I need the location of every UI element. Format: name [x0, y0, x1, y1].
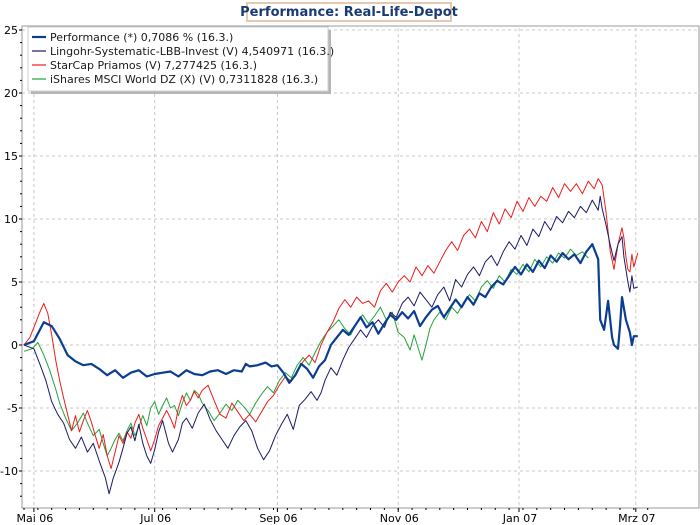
- chart-title: Performance: Real-Life-Depot: [240, 2, 458, 22]
- x-tick-label: Mrz 07: [618, 512, 655, 525]
- x-tick-label: Jan 07: [502, 512, 537, 525]
- grid-lines: [22, 28, 699, 508]
- series-line-1: [23, 243, 638, 384]
- y-tick-label: 25: [4, 24, 18, 37]
- series-line-4: [23, 248, 589, 457]
- y-tick-label: 20: [4, 87, 18, 100]
- series-line-2: [23, 195, 638, 495]
- legend-entry: iShares MSCI World DZ (X) (V) 0,7311828 …: [50, 73, 318, 86]
- legend-entry: Performance (*) 0,7086 % (16.3.): [50, 31, 233, 44]
- y-tick-label: 5: [11, 276, 18, 289]
- x-tick-label: Nov 06: [380, 512, 419, 525]
- y-tick-label: -10: [0, 465, 18, 478]
- legend: Performance (*) 0,7086 % (16.3.)Lingohr-…: [27, 26, 334, 94]
- y-tick-label: -5: [7, 402, 18, 415]
- legend-box: [27, 26, 329, 92]
- legend-entry: Lingohr-Systematic-LBB-Invest (V) 4,5409…: [50, 45, 334, 58]
- y-tick-label: 10: [4, 213, 18, 226]
- y-tick-label: 15: [4, 150, 18, 163]
- axes: -10 -5 0 5 10 15 20 25 Mai 06 Jul 06 Sep 06 Nov 06 J…: [0, 24, 700, 525]
- series-lines: [23, 178, 639, 495]
- legend-entry: StarCap Priamos (V) 7,277425 (16.3.): [50, 59, 257, 72]
- x-tick-label: Jul 06: [139, 512, 171, 525]
- series-line-3: [23, 178, 639, 469]
- x-tick-label: Sep 06: [259, 512, 297, 525]
- y-tick-label: 0: [11, 339, 18, 352]
- plot-frame: [21, 25, 700, 509]
- x-tick-label: Mai 06: [17, 512, 54, 525]
